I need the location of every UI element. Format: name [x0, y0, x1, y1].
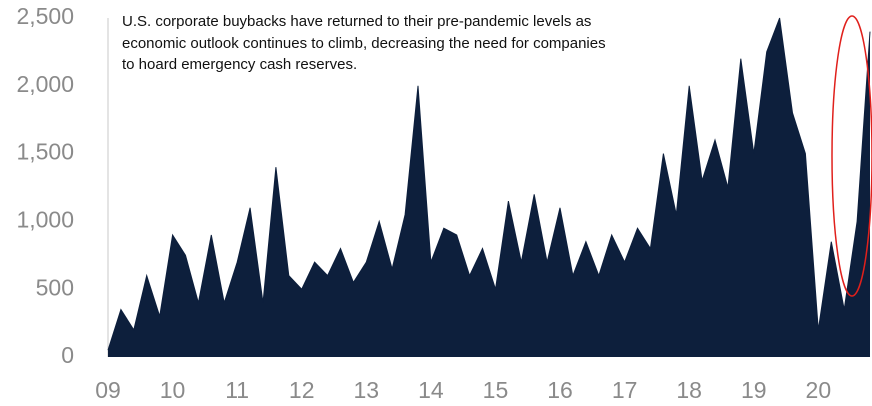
y-tick-label: 2,500 [16, 3, 74, 29]
area-line [107, 17, 871, 351]
y-tick-label: 2,000 [16, 71, 74, 97]
annotation-line: U.S. corporate buybacks have returned to… [122, 13, 591, 30]
x-tick-label: 19 [741, 377, 767, 403]
x-tick-label: 12 [289, 377, 315, 403]
x-tick-label: 10 [160, 377, 186, 403]
y-tick-label: 1,000 [16, 206, 74, 232]
x-tick-label: 18 [676, 377, 702, 403]
x-tick-label: 16 [547, 377, 573, 403]
y-tick-label: 1,500 [16, 139, 74, 165]
x-tick-label: 17 [612, 377, 638, 403]
area-fill [108, 18, 870, 357]
x-tick-label: 15 [483, 377, 509, 403]
y-tick-label: 0 [61, 342, 74, 368]
plot-area [107, 17, 871, 357]
x-tick-label: 09 [95, 377, 121, 403]
x-tick-label: 11 [225, 377, 249, 403]
x-tick-label: 13 [354, 377, 380, 403]
y-tick-label: 500 [36, 274, 74, 300]
highlight-ellipse [831, 15, 872, 297]
annotation-line: to hoard emergency cash reserves. [122, 56, 357, 73]
x-tick-label: 20 [806, 377, 832, 403]
x-tick-label: 14 [418, 377, 444, 403]
annotation-line: economic outlook continues to climb, dec… [122, 35, 606, 52]
